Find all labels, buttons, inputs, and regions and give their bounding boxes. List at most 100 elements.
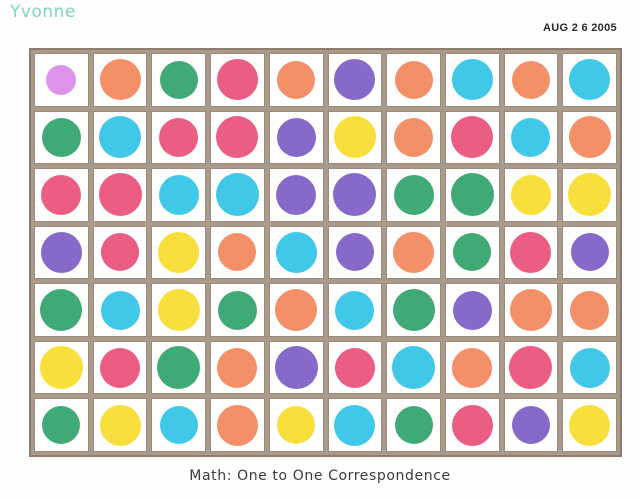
grid-cell [386, 398, 441, 452]
paint-dot-purple [335, 233, 374, 272]
grid-cell [210, 398, 265, 452]
paint-dot-pink [451, 404, 493, 446]
grid-cell [268, 340, 324, 395]
paint-dot-cyan [334, 404, 376, 446]
paint-dot-purple [40, 231, 82, 273]
paint-dot-yellow [158, 231, 200, 273]
grid-cell [151, 53, 207, 107]
worksheet-caption: Math: One to One Correspondence [189, 468, 451, 484]
paint-dot-green [41, 117, 81, 157]
paint-dot-orange [277, 60, 316, 99]
grid-cell [503, 110, 559, 165]
paint-dot-orange [394, 60, 433, 99]
grid-cell [444, 168, 500, 222]
paint-dot-purple [276, 174, 317, 215]
paint-dot-green [217, 290, 257, 330]
grid-cell [151, 340, 207, 395]
dot-grid [29, 48, 622, 457]
paint-dot-cyan [335, 290, 375, 330]
grid-cell [327, 168, 383, 222]
grid-cell [386, 340, 441, 395]
grid-cell [562, 398, 617, 452]
paint-dot-pink [159, 117, 199, 157]
paint-dot-orange [511, 60, 550, 99]
paint-dot-green [450, 173, 494, 217]
paint-dot-pink [98, 173, 142, 217]
grid-cell [386, 168, 441, 222]
grid-cell [34, 225, 89, 280]
grid-cell [92, 168, 148, 222]
grid-cell [562, 283, 617, 337]
paint-dot-yellow [157, 289, 200, 332]
grid-cell [386, 110, 441, 165]
grid-cell [92, 398, 148, 452]
grid-cell [151, 283, 207, 337]
grid-cell [327, 340, 383, 395]
paint-dot-pink [216, 59, 258, 101]
grid-cell [151, 168, 207, 222]
grid-cell [268, 283, 324, 337]
grid-cell [562, 53, 617, 107]
grid-cell [562, 340, 617, 395]
grid-cell [327, 225, 383, 280]
paint-dot-orange [99, 59, 141, 101]
paint-dot-cyan [100, 290, 140, 330]
grid-cell [92, 53, 148, 107]
grid-cell [327, 398, 383, 452]
paint-dot-yellow [333, 116, 376, 159]
paint-dot-purple [570, 233, 609, 272]
paint-dot-cyan [215, 173, 259, 217]
paint-dot-green [453, 233, 492, 272]
grid-cell [503, 398, 559, 452]
grid-cell [444, 225, 500, 280]
paint-dot-green [42, 406, 81, 445]
paint-dot-orange [570, 290, 610, 330]
grid-cell [151, 225, 207, 280]
paint-dot-yellow [99, 404, 141, 446]
paint-dot-green [40, 289, 83, 332]
date-stamp: AUG 2 6 2005 [543, 22, 617, 34]
student-name: Yvonne [10, 2, 76, 22]
paint-dot-cyan [392, 346, 436, 390]
grid-cell [562, 110, 617, 165]
grid-cell [327, 110, 383, 165]
grid-cell [210, 168, 265, 222]
paint-dot-orange [217, 347, 258, 388]
grid-cell [503, 283, 559, 337]
paint-dot-cyan [451, 59, 493, 101]
paint-dot-purple [333, 173, 377, 217]
paint-dot-cyan [158, 174, 199, 215]
paint-dot-orange [509, 289, 552, 332]
grid-cell [34, 168, 89, 222]
paint-dot-purple [452, 290, 492, 330]
paint-dot-pink [216, 116, 259, 159]
paint-dot-cyan [99, 116, 142, 159]
grid-cell [562, 168, 617, 222]
grid-cell [386, 283, 441, 337]
paint-dot-pink [101, 233, 140, 272]
paint-dot-cyan [569, 347, 610, 388]
paint-dot-orange [452, 347, 493, 388]
paint-dot-orange [275, 289, 318, 332]
grid-cell [92, 340, 148, 395]
grid-cell [268, 398, 324, 452]
grid-cell [34, 283, 89, 337]
paint-dot-orange [393, 231, 435, 273]
grid-cell [562, 225, 617, 280]
grid-cell [268, 53, 324, 107]
grid-cell [34, 398, 89, 452]
paint-dot-pink [509, 346, 553, 390]
paint-dot-orange [218, 233, 257, 272]
paint-dot-purple [334, 59, 376, 101]
paint-dot-purple [274, 346, 318, 390]
grid-cell [210, 110, 265, 165]
grid-cell [210, 225, 265, 280]
paint-dot-green [157, 346, 201, 390]
grid-cell [444, 340, 500, 395]
grid-cell [34, 340, 89, 395]
paint-dot-orange [216, 404, 258, 446]
paint-dot-green [392, 289, 435, 332]
paint-dot-cyan [159, 406, 198, 445]
grid-cell [444, 398, 500, 452]
